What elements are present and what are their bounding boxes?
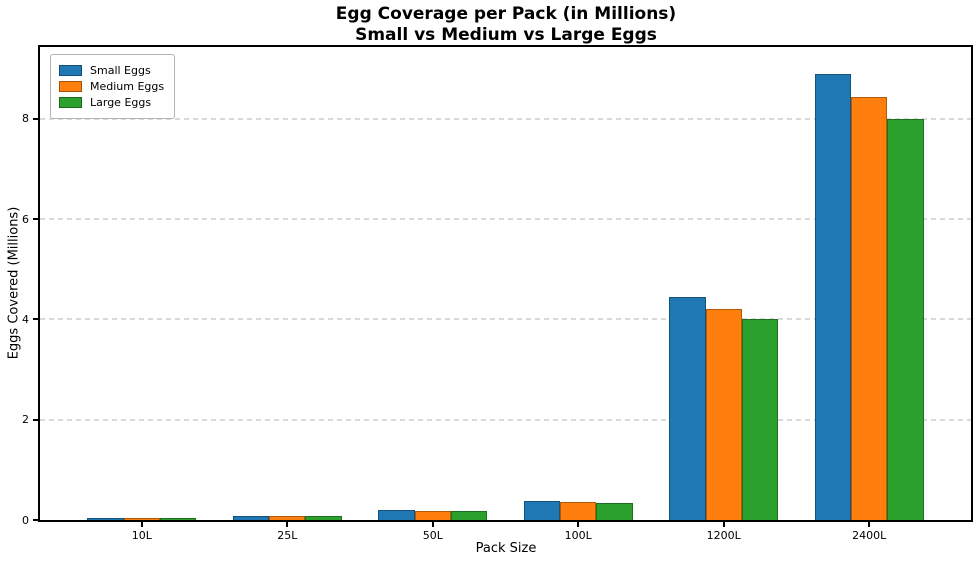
y-tick-mark-6	[33, 218, 38, 221]
legend-label: Large Eggs	[90, 96, 152, 109]
bar-large-eggs-2400l	[887, 118, 924, 520]
gridline-y6	[40, 218, 971, 221]
bar-large-eggs-100l	[596, 503, 633, 520]
gridline-y8	[40, 117, 971, 120]
bar-large-eggs-1200l	[741, 319, 779, 520]
bar-small-eggs-25l	[232, 515, 270, 520]
x-tick-label-10l: 10L	[131, 529, 152, 542]
bar-small-eggs-10l	[87, 518, 124, 520]
bar-large-eggs-10l	[160, 518, 197, 520]
chart-title-line2: Small vs Medium vs Large Eggs	[355, 25, 657, 45]
x-tick-mark-2400l	[868, 522, 871, 527]
gridline-y4	[40, 318, 971, 321]
bar-medium-eggs-50l	[414, 510, 451, 520]
x-tick-mark-50l	[431, 522, 434, 527]
legend-swatch-icon	[59, 81, 82, 92]
legend-item-medium-eggs: Medium Eggs	[59, 80, 164, 93]
bar-medium-eggs-1200l	[705, 308, 742, 520]
y-tick-mark-2	[33, 418, 38, 421]
bar-small-eggs-100l	[523, 501, 561, 520]
x-tick-label-50l: 50L	[422, 529, 443, 542]
bar-small-eggs-50l	[378, 510, 415, 520]
y-tick-label-4: 4	[22, 312, 29, 326]
legend-swatch-icon	[59, 65, 82, 76]
legend-label: Small Eggs	[90, 64, 151, 77]
x-tick-mark-1200l	[722, 522, 725, 527]
bar-small-eggs-1200l	[669, 297, 706, 520]
bar-medium-eggs-2400l	[850, 96, 888, 520]
legend-item-large-eggs: Large Eggs	[59, 96, 164, 109]
x-tick-label-25l: 25L	[277, 529, 298, 542]
y-tick-label-0: 0	[22, 513, 29, 527]
y-tick-mark-0	[33, 519, 38, 521]
y-tick-label-2: 2	[22, 413, 29, 427]
y-tick-mark-4	[33, 318, 38, 321]
chart-title: Egg Coverage per Pack (in Millions) Smal…	[336, 4, 676, 46]
x-tick-label-1200l: 1200L	[706, 529, 741, 542]
legend-swatch-icon	[59, 97, 82, 108]
gridline-y2	[40, 418, 971, 421]
x-tick-label-100l: 100L	[564, 529, 592, 542]
bar-large-eggs-25l	[305, 515, 342, 520]
y-tick-mark-8	[33, 117, 38, 120]
bar-medium-eggs-10l	[123, 518, 160, 520]
bar-medium-eggs-25l	[269, 515, 306, 520]
y-axis-label: Eggs Covered (Millions)	[6, 206, 22, 360]
bar-medium-eggs-100l	[560, 502, 597, 520]
x-tick-mark-10l	[140, 522, 143, 527]
x-tick-mark-25l	[286, 522, 289, 527]
chart-title-line1: Egg Coverage per Pack (in Millions)	[335, 4, 677, 24]
legend-item-small-eggs: Small Eggs	[59, 64, 164, 77]
bar-small-eggs-2400l	[814, 74, 851, 520]
y-tick-label-8: 8	[22, 112, 29, 126]
y-tick-label-6: 6	[22, 212, 29, 226]
x-tick-label-2400l: 2400L	[852, 529, 887, 542]
bar-large-eggs-50l	[450, 511, 488, 520]
x-tick-mark-100l	[577, 522, 580, 527]
x-axis-label: Pack Size	[475, 541, 537, 556]
legend-label: Medium Eggs	[90, 80, 165, 93]
plot-area: Small Eggs Medium Eggs Large Eggs	[38, 45, 973, 522]
legend: Small Eggs Medium Eggs Large Eggs	[50, 54, 176, 119]
